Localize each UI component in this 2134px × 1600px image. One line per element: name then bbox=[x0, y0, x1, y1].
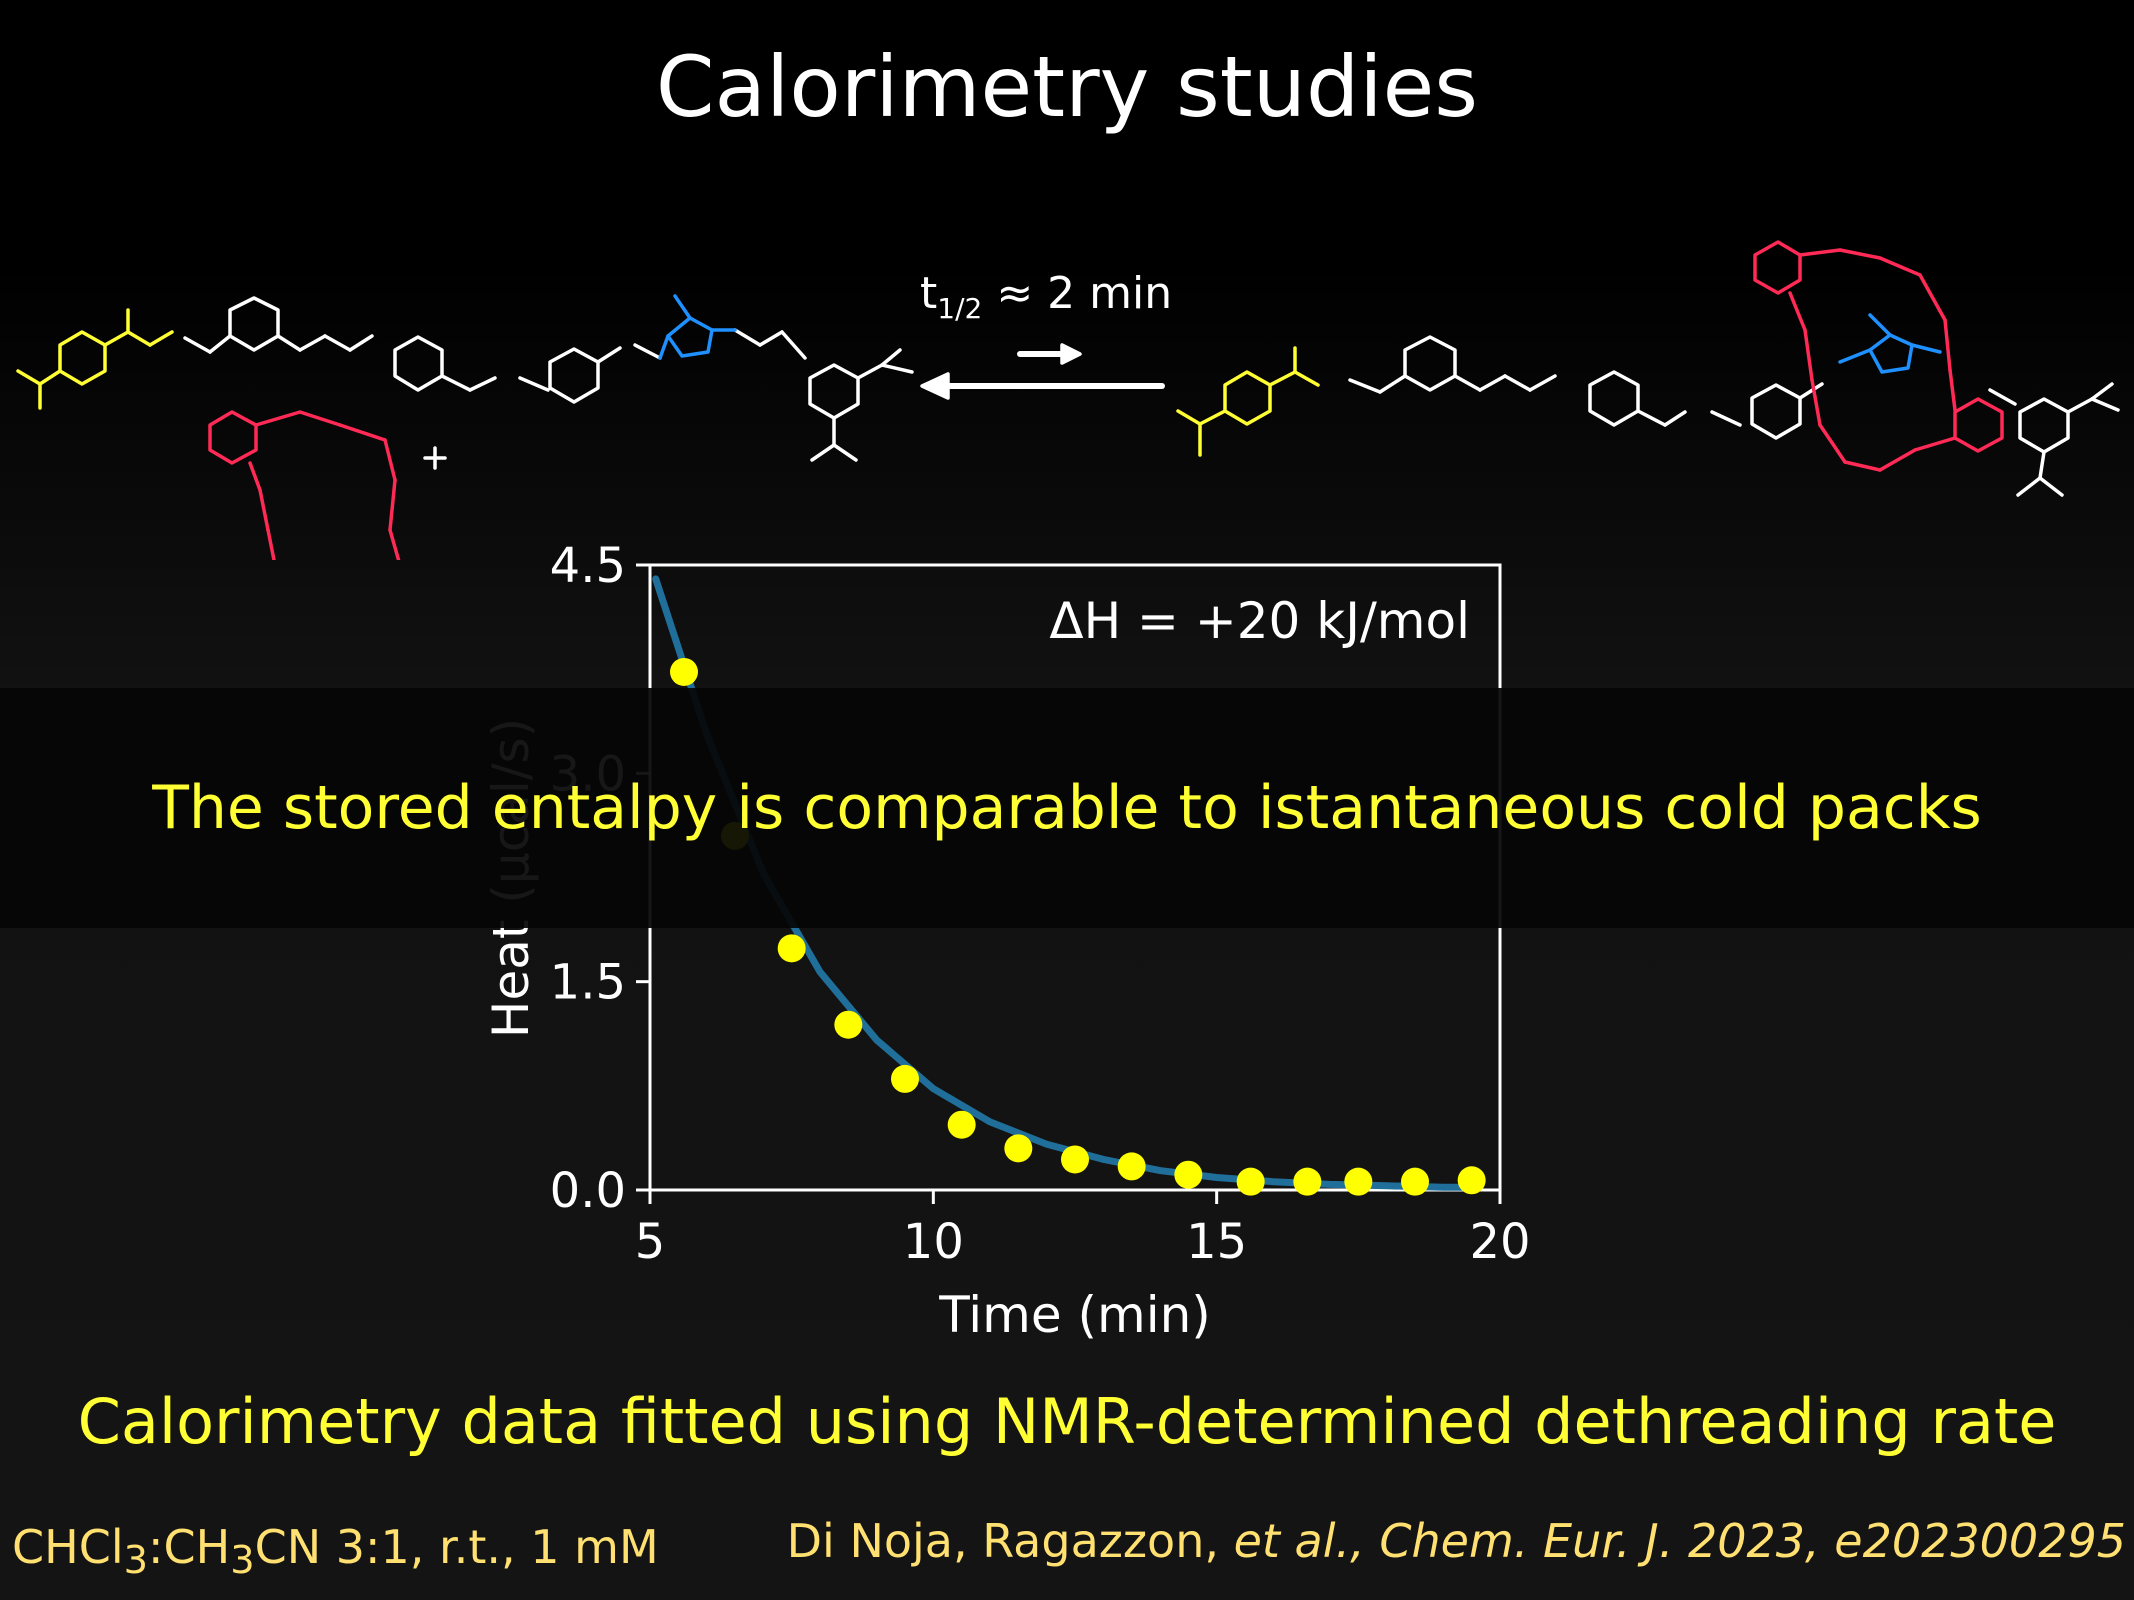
data-points bbox=[670, 657, 1486, 1196]
x-tick-label: 20 bbox=[1469, 1214, 1530, 1270]
right-axle-white bbox=[1348, 335, 2120, 497]
enthalpy-annotation: ΔH = +20 kJ/mol bbox=[1049, 592, 1470, 650]
half-life-label: t1/2 ≈ 2 min bbox=[920, 268, 1173, 325]
right-triazolium-blue bbox=[1838, 313, 1942, 374]
data-point bbox=[947, 1110, 976, 1139]
left-triazolium-blue bbox=[658, 294, 737, 360]
data-point bbox=[834, 1010, 863, 1039]
x-tick-label: 10 bbox=[903, 1214, 964, 1270]
caption-banner: The stored entalpy is comparable to ista… bbox=[0, 688, 2134, 928]
data-point bbox=[1236, 1167, 1265, 1196]
free-crown-ether bbox=[208, 410, 401, 560]
data-point bbox=[1401, 1167, 1429, 1196]
summary-text: Calorimetry data fitted using NMR-determ… bbox=[77, 1385, 2057, 1458]
data-point bbox=[777, 934, 806, 963]
x-tick-label: 15 bbox=[1186, 1214, 1247, 1270]
data-point bbox=[1117, 1152, 1146, 1181]
data-point bbox=[1174, 1160, 1203, 1189]
data-point bbox=[1293, 1167, 1322, 1196]
citation: Di Noja, Ragazzon, et al., Chem. Eur. J.… bbox=[786, 1514, 2126, 1568]
reaction-scheme bbox=[16, 240, 2120, 560]
data-point bbox=[1457, 1166, 1486, 1195]
data-point bbox=[1344, 1167, 1373, 1196]
banner-text: The stored entalpy is comparable to ista… bbox=[152, 773, 1982, 843]
equilibrium-arrows bbox=[920, 343, 1165, 400]
data-point bbox=[670, 657, 698, 686]
right-crown-ether bbox=[1753, 240, 2004, 472]
left-stopper-yellow bbox=[16, 308, 174, 410]
x-axis-label: Time (min) bbox=[938, 1286, 1211, 1344]
y-tick-label: 0.0 bbox=[550, 1163, 626, 1219]
slide-title: Calorimetry studies bbox=[655, 38, 1479, 136]
right-stopper-yellow bbox=[1176, 346, 1320, 457]
data-point bbox=[891, 1064, 919, 1093]
y-tick-label: 1.5 bbox=[550, 955, 626, 1011]
y-tick-label: 4.5 bbox=[550, 538, 626, 594]
x-axis-ticks: 5 10 15 20 bbox=[635, 1190, 1531, 1270]
data-point bbox=[1061, 1145, 1089, 1174]
data-point bbox=[1004, 1134, 1033, 1163]
conditions-text: CHCl3:CH3CN 3:1, r.t., 1 mM bbox=[12, 1520, 659, 1584]
left-axle-white bbox=[183, 296, 914, 462]
x-tick-label: 5 bbox=[635, 1214, 666, 1270]
